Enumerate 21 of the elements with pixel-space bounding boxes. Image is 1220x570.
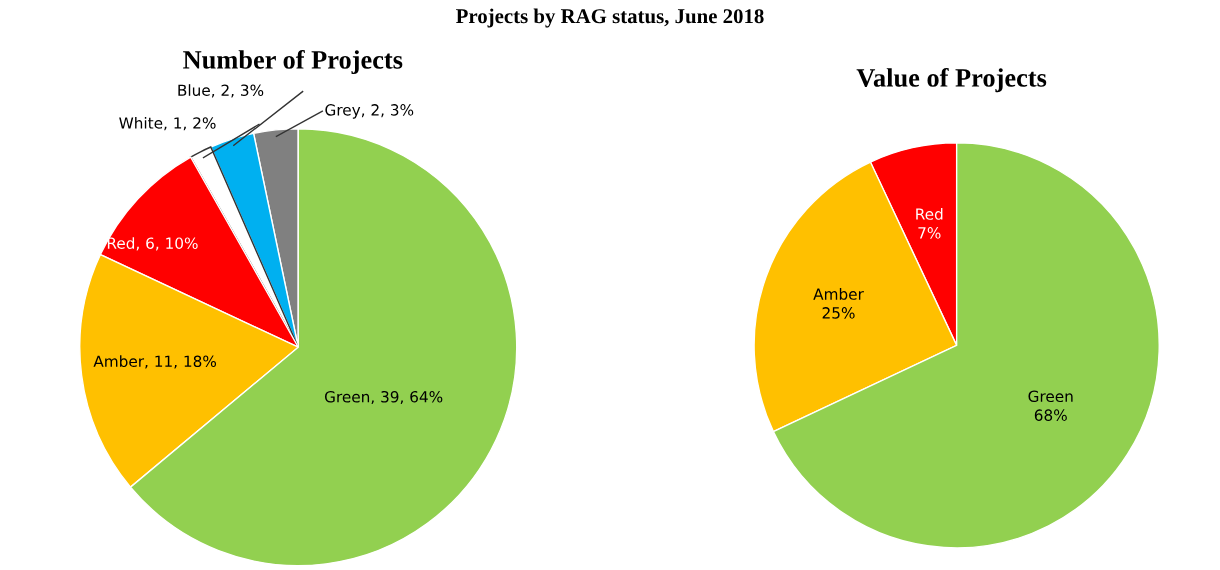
slice-label: Green xyxy=(324,390,370,403)
slice-label: Amber xyxy=(93,355,145,368)
data-label: , 11, 18% xyxy=(145,355,217,369)
slice-label: Grey xyxy=(325,104,361,119)
data-label: , 6, 10% xyxy=(136,237,198,251)
data-label: , 2, 3% xyxy=(361,104,414,118)
data-label: 7% xyxy=(918,227,941,239)
data-label: , 2, 3% xyxy=(211,84,264,98)
data-label: 25% xyxy=(822,307,855,319)
data-label: , 1, 2% xyxy=(164,117,216,131)
slice-label: Amber xyxy=(813,288,864,300)
slice-label: White xyxy=(119,116,163,129)
data-label: 68% xyxy=(1034,409,1067,421)
chart-title: Number of Projects xyxy=(183,49,403,75)
data-label: , 39, 64% xyxy=(371,390,443,405)
chart-title: Value of Projects xyxy=(856,67,1047,93)
slice-label: Blue xyxy=(178,84,210,97)
text: Projects by RAG status, June 2018 xyxy=(456,8,764,28)
slice-label: Red xyxy=(916,207,943,220)
slice-label: Red xyxy=(107,237,135,249)
slice-label: Green xyxy=(1028,390,1073,403)
